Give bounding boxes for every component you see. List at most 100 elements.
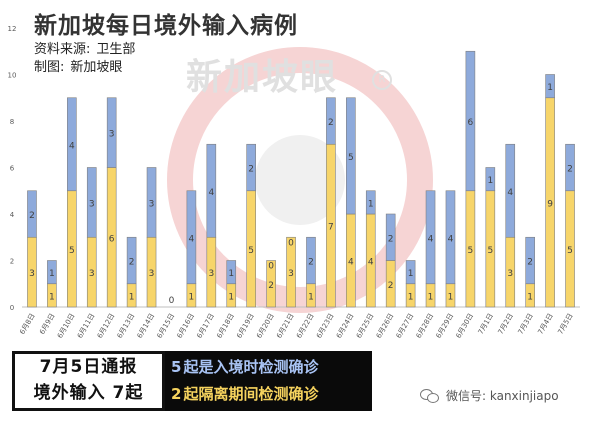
data-label-top: 4: [69, 141, 75, 151]
data-label-bottom: 3: [208, 269, 214, 279]
data-label-bottom: 6: [109, 234, 115, 244]
summary-total: 境外输入 7起: [33, 383, 144, 403]
x-tick-label: 6月25日: [355, 312, 376, 340]
data-label-bottom: 1: [428, 292, 434, 302]
x-tick-label: 7月2日: [497, 312, 515, 336]
wechat-label: 微信号: kanxinjiapo: [446, 389, 559, 403]
data-label-top: 4: [428, 234, 434, 244]
x-tick-label: 6月16日: [176, 312, 197, 340]
bar-segment-bottom: [286, 236, 296, 308]
data-label-bottom: 1: [308, 292, 314, 302]
summary-breakdown: 5 起是入境时检测确诊 2 起隔离期间检测确诊: [165, 351, 372, 411]
bar-segment-top: [465, 50, 476, 192]
data-label-bottom: 1: [448, 292, 454, 302]
bar-segment-top: [106, 97, 117, 168]
bar-segment-top: [565, 143, 575, 192]
data-label-bottom: 1: [129, 292, 135, 302]
x-tick-label: 6月9日: [38, 312, 56, 336]
data-label-top: 1: [49, 269, 55, 279]
wechat-icon: [420, 388, 440, 404]
bar-segment-top: [545, 74, 555, 99]
data-label-top: 2: [308, 258, 314, 268]
watermark-text: 新加坡眼: [186, 57, 339, 98]
data-label-top: 6: [468, 118, 474, 128]
data-label-top: 1: [368, 199, 374, 209]
data-label-top: 2: [527, 258, 533, 268]
data-label-top: 4: [448, 234, 454, 244]
x-tick-label: 7月3日: [517, 312, 535, 336]
data-label-top: 2: [248, 165, 254, 175]
source-line: 资料来源: 卫生部: [34, 38, 135, 57]
x-tick-label: 7月1日: [477, 312, 495, 336]
data-label-top: 1: [487, 176, 493, 186]
data-label-bottom: 1: [49, 292, 55, 302]
data-label-bottom: 4: [368, 258, 374, 268]
data-label-top: 0: [288, 238, 294, 248]
data-label-bottom: 3: [149, 269, 155, 279]
x-tick-label: 6月20日: [255, 312, 276, 340]
data-label-bottom: 5: [487, 246, 493, 256]
data-label-top: 2: [29, 211, 35, 221]
bar-segment-top: [206, 143, 217, 238]
data-label-top: 2: [328, 118, 334, 128]
data-label-top: 4: [189, 234, 195, 244]
summary-date: 7月5日通报: [39, 357, 138, 377]
bar-segment-top: [86, 167, 97, 238]
breakdown-quarantine: 2 起隔离期间检测确诊: [165, 381, 372, 408]
bar-segment-top: [47, 260, 57, 285]
quarantine-count: 2: [171, 385, 182, 403]
data-label-top: 1: [228, 269, 234, 279]
x-tick-label: 6月26日: [375, 312, 396, 340]
data-label-bottom: 1: [228, 292, 234, 302]
bar-segment-bottom: [266, 260, 276, 308]
x-tick-label: 6月22日: [295, 312, 316, 340]
bar-segment-top: [445, 190, 456, 285]
wechat-id: 微信号: kanxinjiapo: [420, 387, 559, 404]
y-tick-label: 4: [10, 211, 15, 219]
data-label-top: 1: [547, 83, 553, 93]
data-label-top: 1: [408, 269, 414, 279]
maker-value: 新加坡眼: [70, 60, 123, 75]
source-value: 卫生部: [96, 42, 136, 57]
watermark-logo: [167, 47, 433, 313]
y-tick-label: 6: [10, 165, 15, 173]
x-tick-label: 7月4日: [536, 312, 554, 336]
bar-segment-top: [306, 236, 316, 285]
x-tick-label: 6月30日: [455, 312, 476, 340]
maker-label: 制图:: [34, 60, 65, 75]
y-tick-label: 0: [10, 304, 14, 312]
bar-segment-top: [146, 167, 157, 238]
data-label-bottom: 0: [169, 296, 175, 306]
bar-segment-top: [405, 260, 416, 285]
x-tick-label: 6月13日: [116, 312, 137, 340]
data-label-top: 2: [129, 258, 135, 268]
data-label-bottom: 5: [248, 246, 254, 256]
bar-segment-top: [186, 190, 197, 285]
data-label-bottom: 3: [507, 269, 513, 279]
bar-segment-top: [425, 190, 436, 285]
arrival-count: 5: [171, 358, 182, 376]
data-label-bottom: 5: [69, 246, 75, 256]
data-label-bottom: 5: [567, 246, 573, 256]
bar-segment-top: [27, 190, 37, 238]
x-tick-label: 6月28日: [415, 312, 436, 340]
bar-segment-top: [126, 236, 137, 285]
data-label-top: 3: [149, 199, 155, 209]
bar-segment-top: [346, 97, 356, 215]
data-label-bottom: 2: [388, 281, 394, 291]
x-tick-label: 6月8日: [18, 312, 36, 336]
data-label-top: 3: [89, 199, 95, 209]
x-tick-label: 6月27日: [395, 312, 416, 340]
bar-segment-top: [67, 97, 77, 192]
bar-segment-top: [246, 143, 256, 192]
x-tick-label: 6月29日: [435, 312, 456, 340]
quarantine-text: 起隔离期间检测确诊: [183, 385, 319, 403]
chart-x-ticks: 6月8日 6月9日 6月10日 6月11日 6月12日 6月13日 6月14日 6月15日 6月…: [18, 312, 574, 340]
chart-y-ticks: 0 2 4 6 8 10 12: [8, 25, 17, 312]
data-label-top: 3: [109, 130, 115, 140]
x-tick-label: 6月21日: [275, 312, 296, 340]
bar-segment-top: [326, 97, 336, 145]
data-label-top: 4: [507, 188, 513, 198]
